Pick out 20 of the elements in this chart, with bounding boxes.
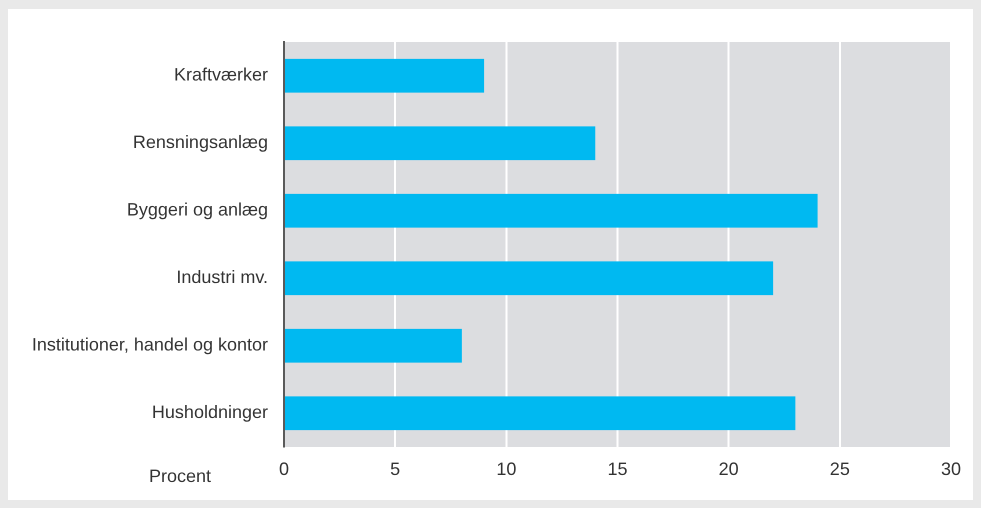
- x-tick-label: 15: [607, 458, 628, 479]
- bar: [285, 194, 818, 228]
- bar: [285, 126, 596, 160]
- bar: [285, 261, 774, 296]
- y-tick-label: Byggeri og anlæg: [126, 200, 268, 220]
- y-tick-label: Kraftværker: [174, 64, 268, 85]
- bar: [285, 396, 796, 430]
- y-tick-label: Industri mv.: [176, 267, 268, 288]
- x-tick-label: 20: [718, 458, 739, 479]
- x-tick-label: 30: [940, 458, 962, 479]
- x-tick-label: 5: [390, 458, 400, 479]
- x-axis-title: Procent: [148, 466, 212, 486]
- y-tick-label: Institutioner, handel og kontor: [32, 334, 268, 355]
- y-tick-label: Rensningsanlæg: [132, 132, 268, 152]
- x-tick-label: 10: [496, 458, 516, 479]
- bar: [285, 58, 484, 93]
- bar: [285, 328, 462, 363]
- y-tick-label: Husholdninger: [152, 402, 268, 422]
- x-tick-label: 0: [278, 458, 290, 479]
- x-tick-label: 25: [830, 458, 850, 479]
